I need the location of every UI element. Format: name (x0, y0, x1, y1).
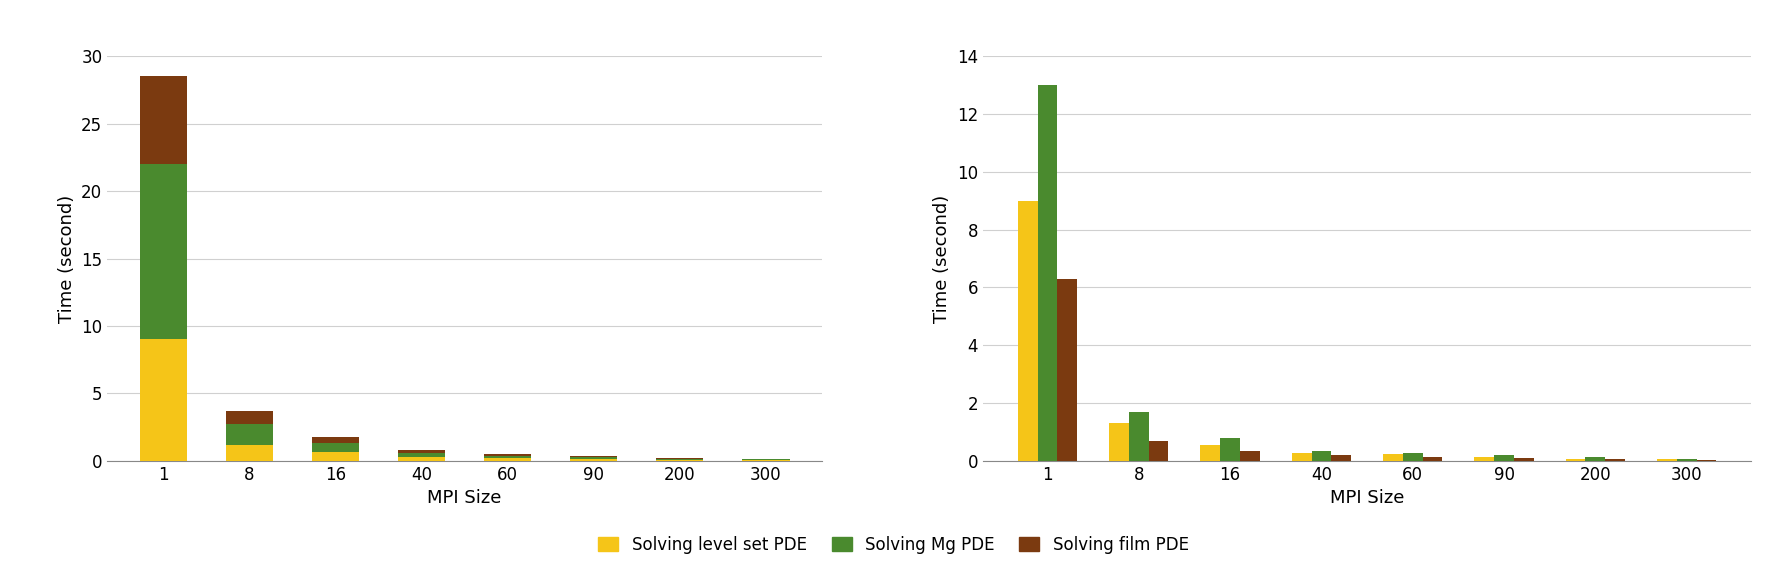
Bar (656, 460, 704, 461)
Bar (1514, 458, 1533, 461)
Bar (742, 460, 790, 461)
Bar (656, 459, 704, 460)
Bar (570, 459, 617, 461)
Bar (313, 437, 359, 443)
Bar (313, 452, 359, 461)
Legend: Solving level set PDE, Solving Mg PDE, Solving film PDE: Solving level set PDE, Solving Mg PDE, S… (599, 536, 1188, 554)
Bar (1565, 459, 1585, 461)
Bar (1292, 453, 1312, 461)
Bar (570, 457, 617, 459)
Bar (225, 424, 273, 445)
Bar (1110, 423, 1129, 461)
Bar (484, 454, 531, 456)
Bar (1312, 451, 1331, 461)
Bar (570, 456, 617, 457)
Bar (1422, 456, 1442, 461)
X-axis label: MPI Size: MPI Size (427, 490, 502, 507)
Bar (1019, 201, 1038, 461)
Bar (139, 339, 188, 461)
Bar (1201, 445, 1221, 461)
Bar (1129, 412, 1149, 461)
Bar (1696, 460, 1716, 461)
Bar (1240, 451, 1260, 461)
Y-axis label: Time (second): Time (second) (57, 194, 75, 323)
Bar (399, 450, 445, 453)
Bar (1221, 438, 1240, 461)
Bar (313, 443, 359, 452)
Bar (1058, 279, 1078, 461)
Bar (399, 457, 445, 461)
Bar (1149, 441, 1169, 461)
Bar (139, 76, 188, 164)
Y-axis label: Time (second): Time (second) (933, 194, 951, 323)
Bar (1657, 459, 1676, 461)
Bar (656, 457, 704, 459)
Bar (225, 411, 273, 424)
Bar (1585, 457, 1605, 461)
Bar (1403, 453, 1422, 461)
Bar (225, 445, 273, 461)
Bar (484, 456, 531, 459)
Bar (1494, 455, 1514, 461)
Bar (399, 453, 445, 457)
Bar (139, 164, 188, 339)
X-axis label: MPI Size: MPI Size (1330, 490, 1405, 507)
Bar (1038, 85, 1058, 461)
Bar (1383, 455, 1403, 461)
Bar (1605, 459, 1624, 461)
Bar (1331, 455, 1351, 461)
Bar (1676, 459, 1696, 461)
Bar (1474, 456, 1494, 461)
Bar (484, 459, 531, 461)
